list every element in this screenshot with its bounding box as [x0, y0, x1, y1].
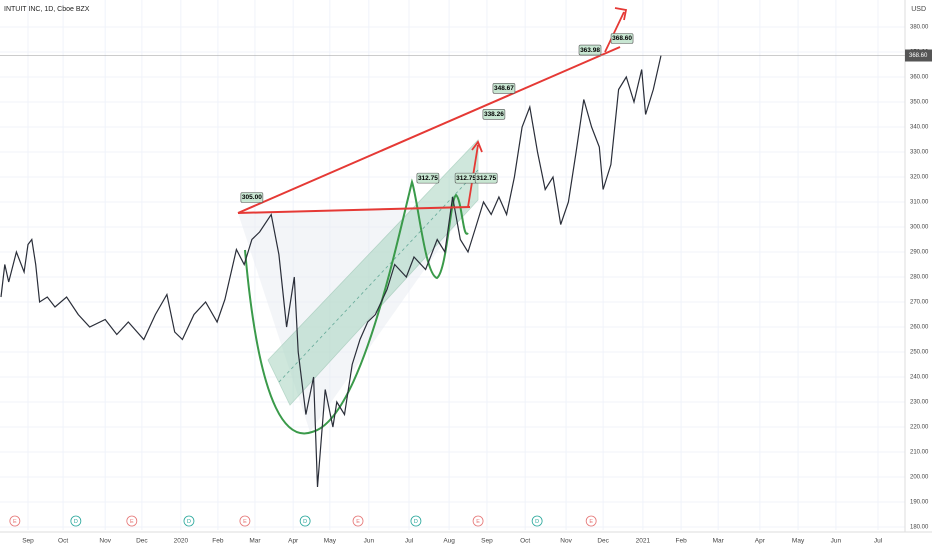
event-marker [126, 515, 138, 527]
x-tick-label: Feb [212, 538, 224, 545]
y-tick-label: 320.00 [910, 175, 929, 181]
x-tick-label: Jul [405, 538, 414, 545]
x-tick-label: Jul [874, 538, 883, 545]
y-tick-label: 270.00 [910, 300, 929, 306]
annotation-box [610, 33, 634, 44]
event-label: E [130, 519, 134, 525]
event-label: D [535, 519, 539, 525]
event-label: E [356, 519, 360, 525]
annotation-label: 368.60 [612, 35, 632, 42]
annotation-label: 305.00 [242, 194, 262, 201]
annotation-box [240, 192, 264, 203]
annotation-box [492, 83, 516, 94]
x-tick-label: May [324, 538, 337, 545]
annotation-box [416, 172, 440, 184]
arrow [604, 7, 628, 53]
chart-title: INTUIT INC, 1D, Cboe BZX [4, 6, 90, 13]
event-label: E [13, 519, 17, 525]
x-tick-label: Apr [288, 538, 299, 545]
event-marker [70, 515, 82, 527]
y-tick-label: 280.00 [910, 275, 929, 281]
y-tick-label: 290.00 [910, 250, 929, 256]
cup-curve [244, 178, 469, 435]
y-tick-label: 210.00 [910, 450, 929, 456]
annotation-label: 312.75 [456, 175, 476, 182]
event-marker [585, 515, 597, 527]
annotation-label: 348.67 [494, 85, 514, 92]
last-price-box [905, 49, 932, 62]
annotation-label: 312.75 [476, 175, 496, 182]
channel [267, 139, 479, 406]
annotation-label: 338.26 [484, 111, 504, 118]
channel-mid [278, 169, 479, 383]
event-label: D [74, 519, 78, 525]
x-tick-label: Mar [713, 538, 725, 545]
x-tick-label: Mar [249, 538, 261, 545]
annotation-label: 363.98 [580, 47, 600, 54]
event-label: E [589, 519, 593, 525]
y-tick-label: 200.00 [910, 475, 929, 481]
event-marker [531, 515, 543, 527]
x-tick-label: Sep [481, 538, 493, 545]
currency: USD [911, 6, 926, 13]
event-marker [352, 515, 364, 527]
annotation-label: 312.75 [418, 175, 438, 182]
x-tick-label: Aug [443, 538, 455, 545]
event-label: D [414, 519, 418, 525]
x-tick-label: Dec [136, 538, 148, 545]
annotation-box [482, 109, 506, 120]
y-tick-label: 260.00 [910, 325, 929, 331]
x-tick-label: Nov [99, 538, 111, 545]
price-line [0, 55, 662, 488]
event-marker [239, 515, 251, 527]
y-tick-label: 300.00 [910, 225, 929, 231]
event-label: E [243, 519, 247, 525]
event-marker [410, 515, 422, 527]
x-tick-label: Jun [364, 538, 375, 545]
x-tick-label: 2021 [636, 538, 651, 545]
y-tick-label: 350.00 [910, 100, 929, 106]
y-tick-label: 330.00 [910, 150, 929, 156]
y-tick-label: 310.00 [910, 200, 929, 206]
event-label: D [187, 519, 191, 525]
x-tick-label: 2020 [174, 538, 189, 545]
annotation-box [474, 172, 498, 184]
x-tick-label: Jun [831, 538, 842, 545]
y-tick-label: 360.00 [910, 75, 929, 81]
event-marker [472, 515, 484, 527]
x-tick-label: Feb [676, 538, 688, 545]
event-marker [299, 515, 311, 527]
event-marker [183, 515, 195, 527]
x-tick-label: May [792, 538, 805, 545]
last-price-label: 368.60 [909, 53, 928, 59]
x-tick-label: Nov [560, 538, 572, 545]
x-tick-label: Dec [597, 538, 609, 545]
y-tick-label: 340.00 [910, 125, 929, 131]
y-tick-label: 180.00 [910, 525, 929, 531]
y-tick-label: 230.00 [910, 400, 929, 406]
x-tick-label: Sep [22, 538, 34, 545]
y-tick-label: 240.00 [910, 375, 929, 381]
trend-line [237, 46, 621, 214]
neck-line [237, 206, 471, 214]
event-marker [9, 515, 21, 527]
y-tick-label: 220.00 [910, 425, 929, 431]
x-tick-label: Oct [520, 538, 530, 545]
y-tick-label: 250.00 [910, 350, 929, 356]
annotation-box [578, 44, 602, 56]
y-tick-label: 380.00 [910, 25, 929, 31]
y-tick-label: 190.00 [910, 500, 929, 506]
event-label: E [476, 519, 480, 525]
x-tick-label: Apr [755, 538, 766, 545]
x-tick-label: Oct [58, 538, 68, 545]
event-label: D [303, 519, 307, 525]
